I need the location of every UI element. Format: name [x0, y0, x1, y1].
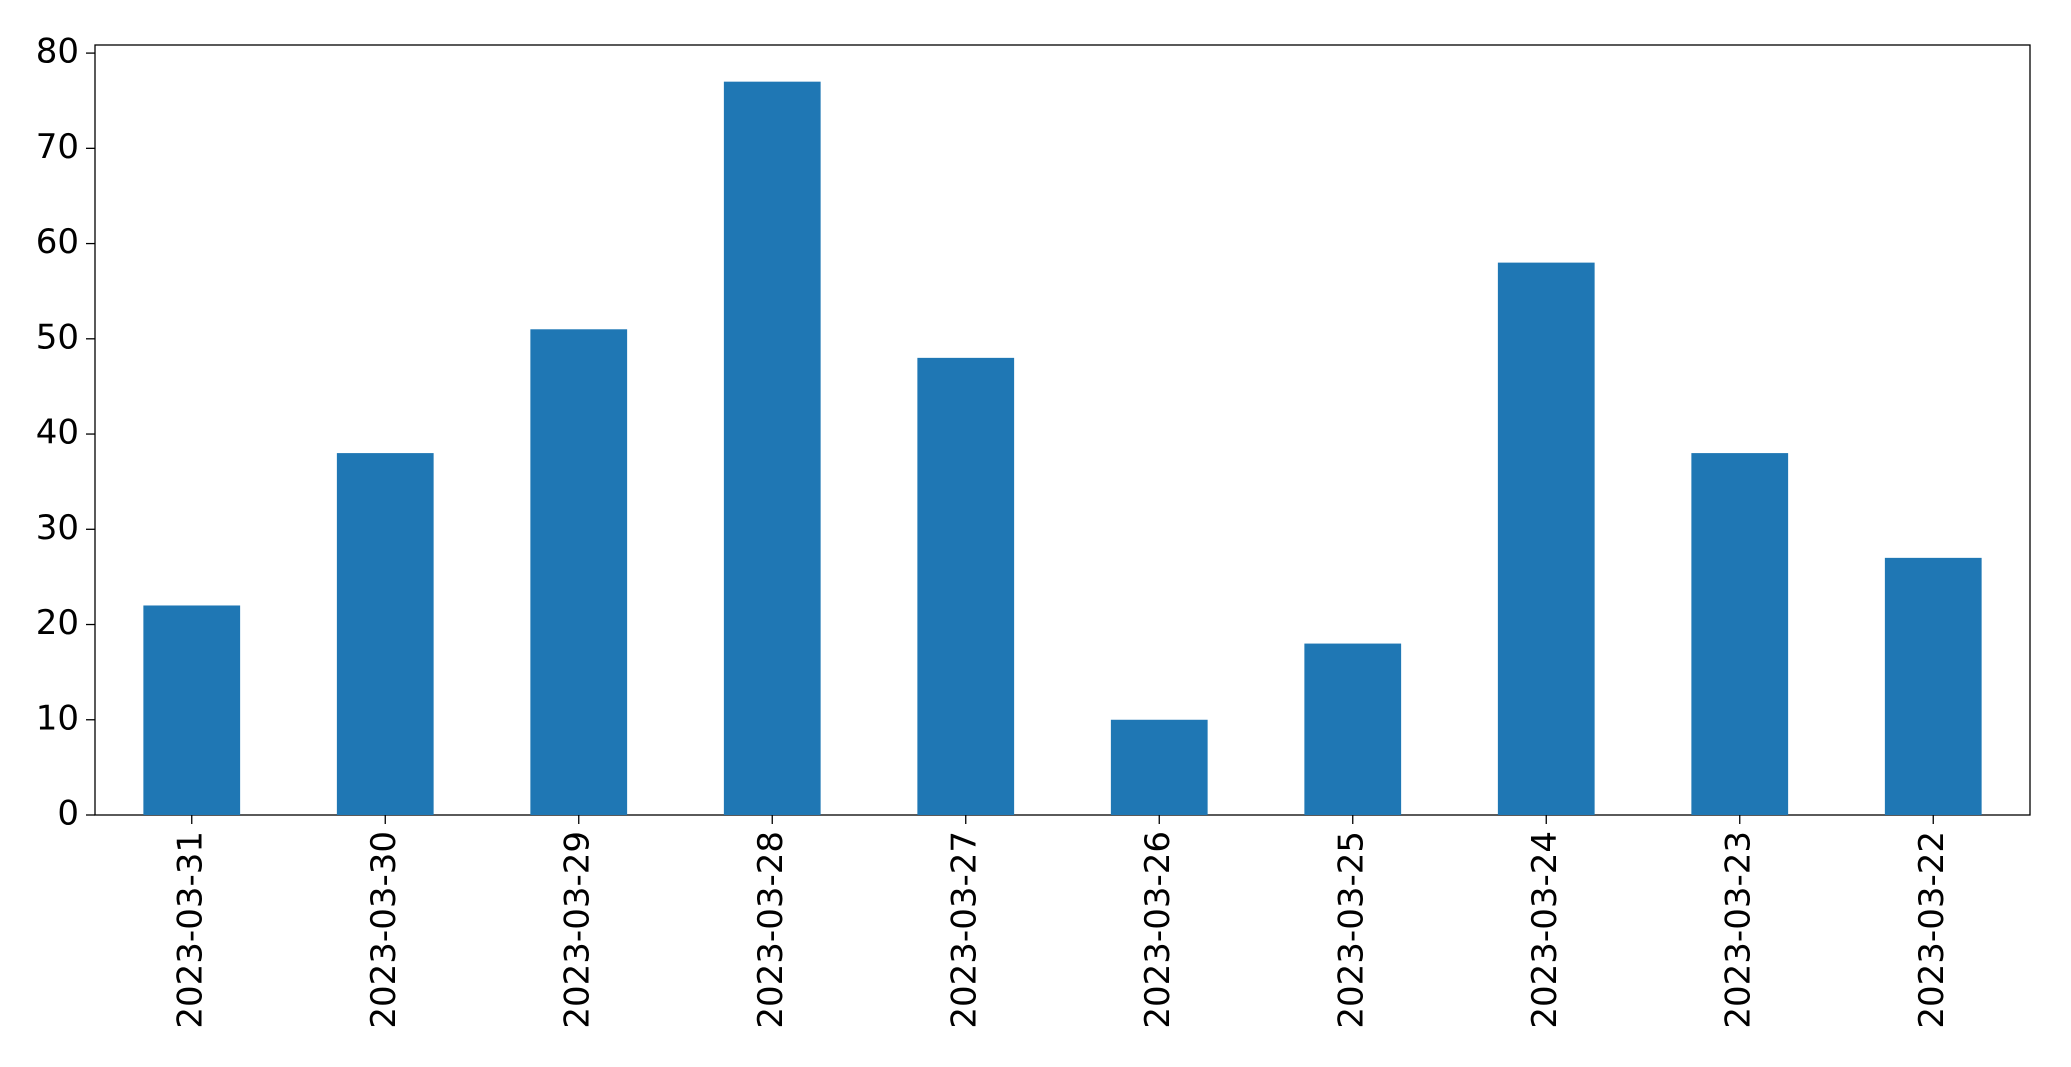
- x-tick-label: 2023-03-26: [1138, 831, 1178, 1029]
- y-tick-label: 20: [36, 603, 79, 643]
- bar: [1304, 643, 1402, 815]
- y-tick-label: 50: [36, 317, 79, 357]
- x-tick-label: 2023-03-28: [751, 831, 791, 1029]
- bar: [1110, 719, 1208, 815]
- bar: [1691, 453, 1789, 815]
- x-tick-label: 2023-03-24: [1525, 831, 1565, 1029]
- x-tick-label: 2023-03-23: [1718, 831, 1758, 1029]
- y-tick-label: 80: [36, 32, 79, 72]
- x-tick-label: 2023-03-25: [1331, 831, 1371, 1029]
- bar: [336, 453, 434, 815]
- y-tick-label: 70: [36, 127, 79, 167]
- plot-frame: [94, 44, 2031, 816]
- y-tick-label: 60: [36, 222, 79, 262]
- y-tick-label: 40: [36, 413, 79, 453]
- y-tick-label: 10: [36, 698, 79, 738]
- bar: [1497, 262, 1595, 816]
- bar: [723, 81, 821, 815]
- x-tick-label: 2023-03-30: [364, 831, 404, 1029]
- bar: [917, 357, 1015, 815]
- y-tick-label: 30: [36, 508, 79, 548]
- x-tick-label: 2023-03-31: [170, 831, 210, 1029]
- bar: [1884, 557, 1982, 815]
- x-tick-label: 2023-03-29: [557, 831, 597, 1029]
- y-tick-label: 0: [57, 794, 79, 834]
- x-tick-label: 2023-03-27: [944, 831, 984, 1029]
- bar: [143, 605, 241, 815]
- x-tick-label: 2023-03-22: [1912, 831, 1952, 1029]
- bar: [530, 329, 628, 815]
